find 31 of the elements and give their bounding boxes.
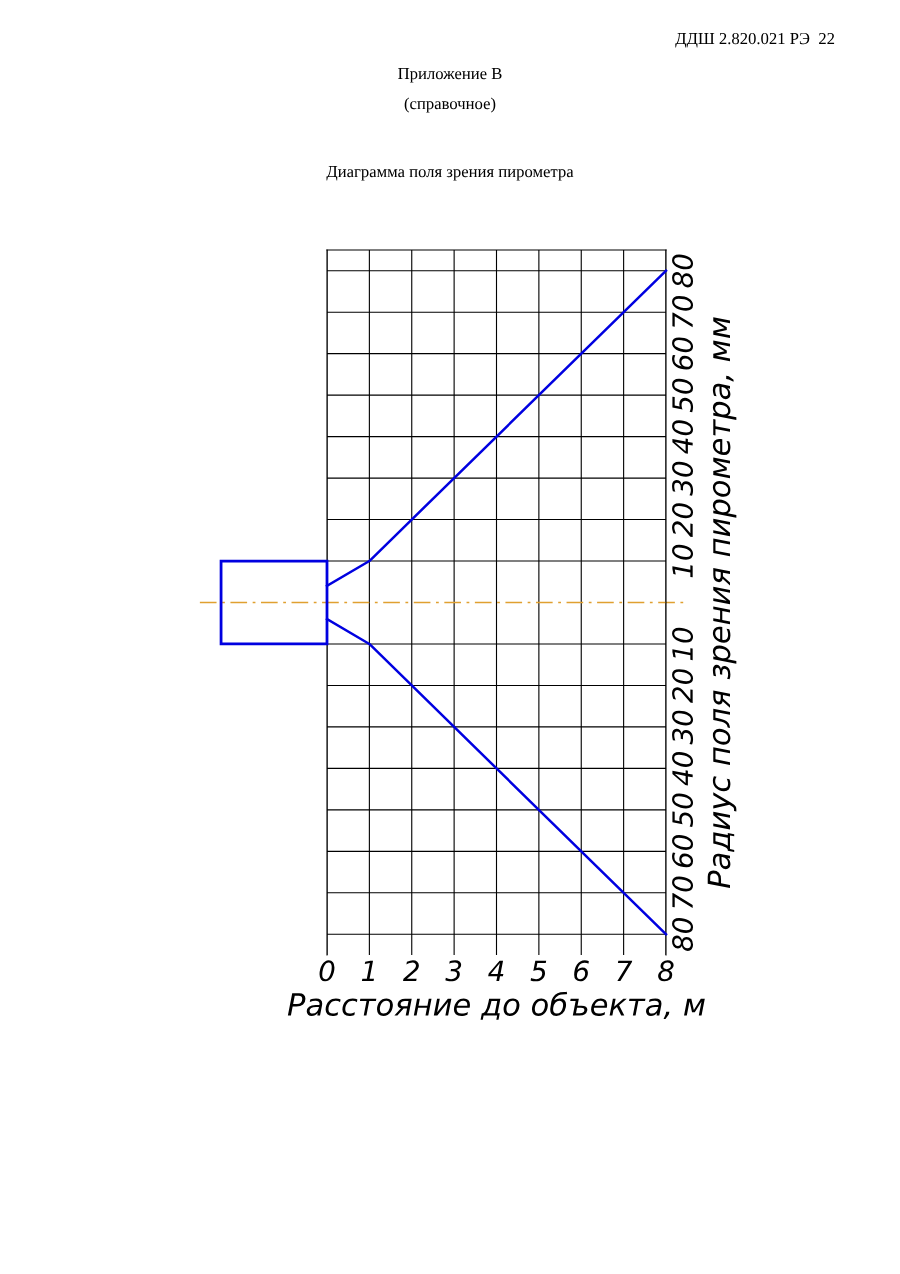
x-tick-label: 1 (361, 960, 375, 981)
text: Приложение В (398, 68, 502, 83)
y-tick-label: 50 (672, 793, 694, 827)
text: (справочное) (404, 97, 496, 113)
x-tick-label: 4 (488, 960, 504, 981)
y-axis-title: Радиус поля зрения пирометра, мм (707, 317, 737, 888)
y-tick-label: 40 (672, 752, 694, 786)
y-tick-label: 20 (672, 503, 694, 538)
x-tick-label: 0 (319, 960, 335, 982)
y-tick-label: 50 (672, 378, 694, 413)
y-tick-label: 70 (672, 295, 694, 328)
text: ДДШ 2.820.021 РЭ 22 (675, 32, 835, 48)
y-tick-label: 20 (672, 669, 694, 704)
chart-title: Диаграмма поля зрения пирометра (326, 166, 574, 181)
y-tick-label: 60 (672, 835, 694, 868)
x-tick-label: 8 (658, 960, 674, 982)
y-tick-label: 10 (672, 544, 694, 578)
y-tick-label: 40 (672, 420, 694, 454)
y-tick-label: 10 (672, 627, 694, 661)
x-tick-label: 5 (530, 960, 547, 982)
x-tick-label: 2 (403, 960, 419, 981)
x-tick-label: 7 (617, 960, 633, 981)
y-tick-label: 30 (672, 710, 694, 745)
y-tick-label: 30 (672, 461, 694, 496)
x-tick-label: 3 (445, 960, 462, 982)
x-axis-title: Расстояние до объекта, м (287, 991, 705, 1020)
x-tick-label: 6 (574, 960, 589, 982)
y-tick-label: 80 (672, 254, 694, 288)
y-tick-label: 60 (672, 337, 694, 370)
y-tick-label: 70 (672, 876, 694, 908)
y-tick-label: 80 (672, 917, 694, 952)
